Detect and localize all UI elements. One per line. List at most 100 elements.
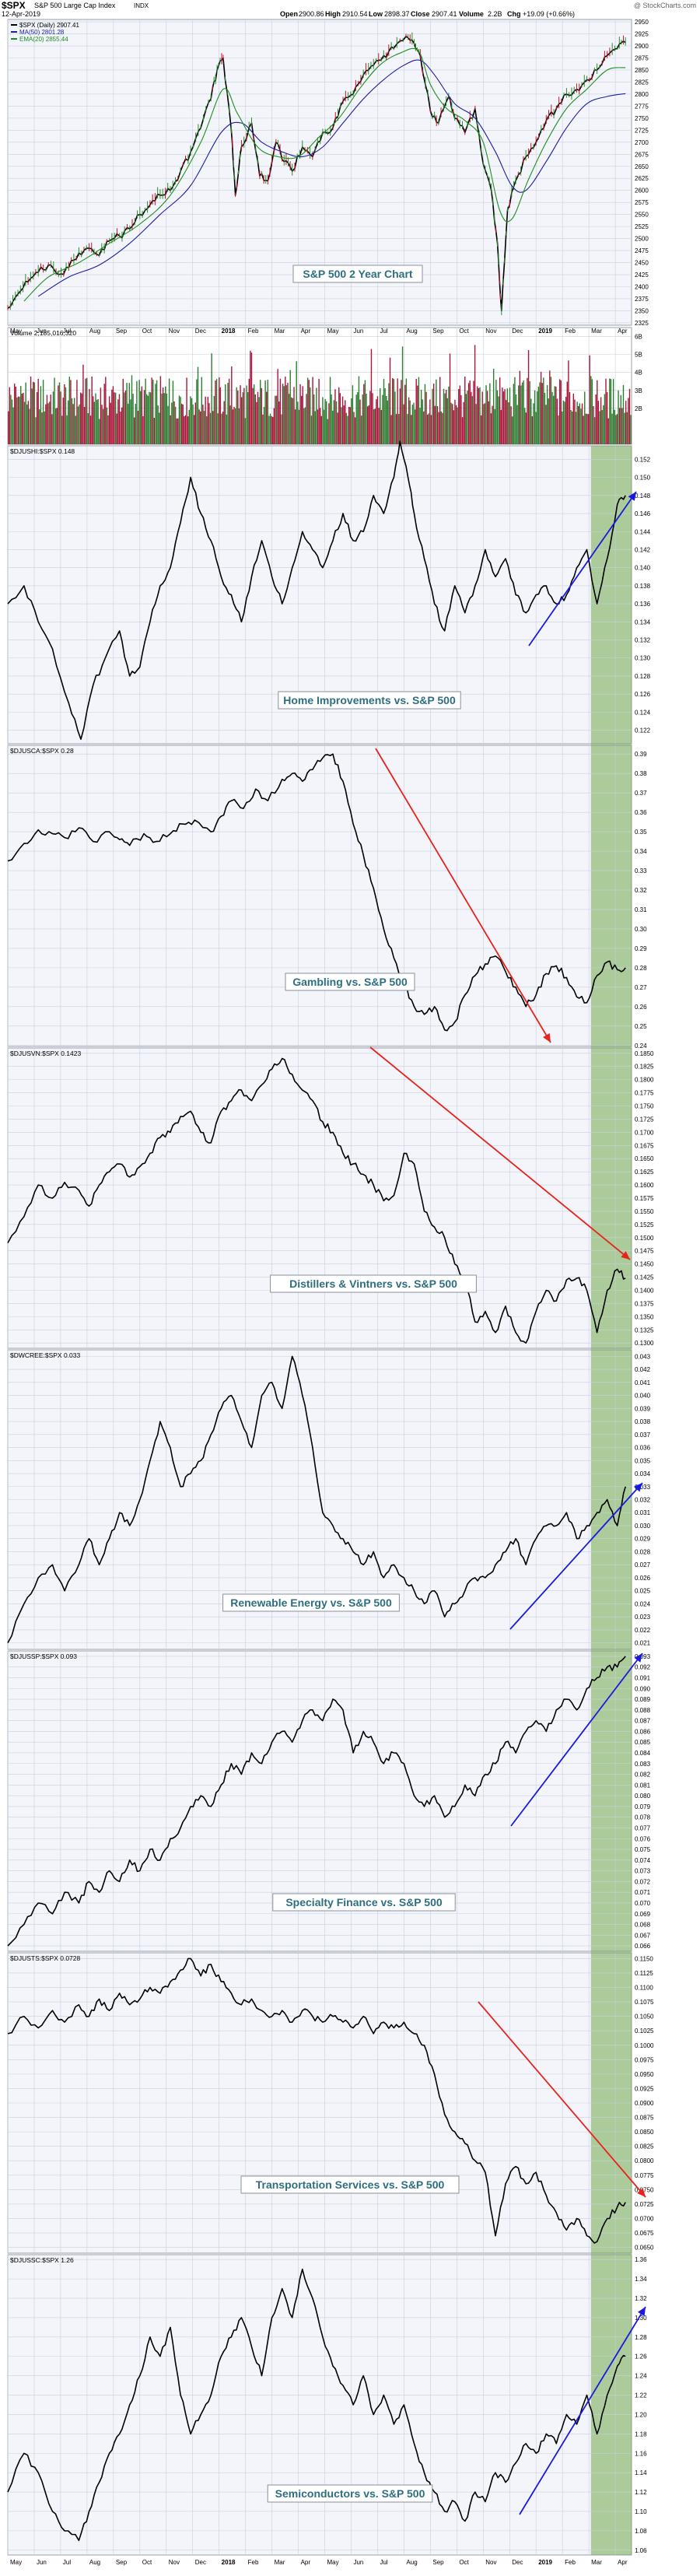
volume-bar [66,415,68,444]
series-line--djusts-spx [7,1957,626,2244]
y-tick-label: 0.067 [635,1932,651,1939]
y-tick-label: 0.0950 [635,2071,654,2078]
trend-arrow-line [375,748,551,1043]
volume-bar [124,390,127,444]
y-tick-label: 2675 [635,151,649,158]
x-tick-label: Dec [512,2559,523,2566]
y-tick-label: 0.0825 [635,2143,654,2150]
volume-bar [300,395,303,444]
volume-bar [399,388,401,444]
y-tick-label: 0.092 [635,1664,651,1671]
y-tick-label: 0.1825 [635,1064,654,1071]
volume-bar [108,396,110,444]
x-tick-label: Jun [353,328,363,335]
panel-legend: $DJUSHI:$SPX 0.148 [10,447,75,455]
trend-arrow-head [637,2188,646,2197]
volume-bar [584,391,586,444]
y-tick-label: 0.32 [635,887,647,894]
volume-bar [401,346,404,444]
volume-bar [578,405,579,444]
panel-renewable-energy: 0.043 0.042 0.041 0.040 0.039 0.038 0.037 0.036… [7,1349,651,1650]
y-tick-label: 1.20 [635,2411,647,2418]
volume-bar [426,415,429,444]
volume-bar [157,405,159,444]
header-close: 2907.41 [432,10,457,18]
volume-bar [170,415,171,444]
volume-bar [264,380,266,444]
annotation-box [272,1893,456,1912]
x-tick-label: Dec [195,328,206,335]
volume-bar [174,406,177,444]
volume-bar [604,394,606,444]
y-tick-label: 0.1075 [635,1999,654,2006]
y-tick-label: 0.1025 [635,2028,654,2035]
volume-bar [201,377,203,444]
volume-bar [303,408,305,444]
volume-bar [569,391,571,444]
y-tick-label: 0.029 [635,1536,651,1543]
volume-bar [89,415,92,444]
y-tick-label: 0.037 [635,1432,651,1439]
x-tick-label: Aug [89,2559,100,2566]
volume-bar [30,377,32,444]
volume-bar [285,385,288,444]
volume-bar [448,386,450,444]
annotation-box [222,1593,400,1612]
volume-bar [440,411,442,444]
volume-bar [159,376,162,444]
volume-bar [549,370,551,444]
volume-bar [68,377,70,444]
panel-transportation-services: 0.1150 0.1125 0.1100 0.1075 0.1050 0.1025 0.10… [7,1952,654,2254]
y-tick-label: 0.1775 [635,1090,654,1097]
volume-bar [386,396,387,444]
y-tick-label: 4B [635,370,642,377]
y-tick-label: 0.0850 [635,2129,654,2136]
volume-bar [318,378,320,444]
volume-bar [461,417,464,444]
y-tick-label: 0.26 [635,1004,647,1011]
x-tick-label: Mar [275,328,285,335]
y-tick-label: 0.1525 [635,1221,654,1228]
volume-bar [324,398,326,444]
panel-gambling: 0.39 0.38 0.37 0.36 0.35 0.34 0.33 0.32 0.31 0.30… [7,745,647,1050]
volume-bar [419,408,421,444]
y-tick-label: 0.025 [635,1588,651,1595]
volume-bar [452,404,453,444]
volume-bar [31,388,33,444]
volume-bar [313,394,315,444]
x-tick-label: Aug [406,2559,417,2566]
volume-bar [236,387,237,444]
y-tick-label: 0.1575 [635,1195,654,1202]
volume-bar [495,380,497,444]
volume-bar [496,390,499,444]
volume-bar [250,352,253,444]
volume-bar [490,413,492,444]
volume-bar [359,399,361,444]
x-tick-label: Oct [142,2559,152,2566]
volume-bar [458,389,460,444]
annotation-label: Specialty Finance vs. S&P 500 [285,1896,443,1908]
volume-bar [208,403,210,444]
volume-bar [147,395,149,444]
volume-bar [394,391,396,444]
volume-bar [316,387,317,444]
y-tick-label: 0.0725 [635,2201,654,2208]
x-tick-label: Mar [591,328,602,335]
header-exchange: INDX [134,2,149,9]
volume-bar [360,415,362,444]
volume-bar [611,413,613,444]
volume-bar [432,384,435,444]
volume-bar [524,408,526,444]
x-tick-label: Jul [63,2559,71,2566]
panel-legend: $DJUSSP:$SPX 0.093 [10,1652,77,1660]
volume-bar [114,392,117,444]
volume-bar [488,401,489,444]
y-tick-label: 0.081 [635,1782,651,1789]
y-tick-label: 1.24 [635,2373,647,2380]
volume-bar [103,384,105,444]
x-tick-label: Apr [618,328,628,335]
y-tick-label: 0.041 [635,1379,651,1386]
volume-bar [516,405,518,444]
volume-bar [231,366,233,444]
volume-bar [146,394,148,444]
